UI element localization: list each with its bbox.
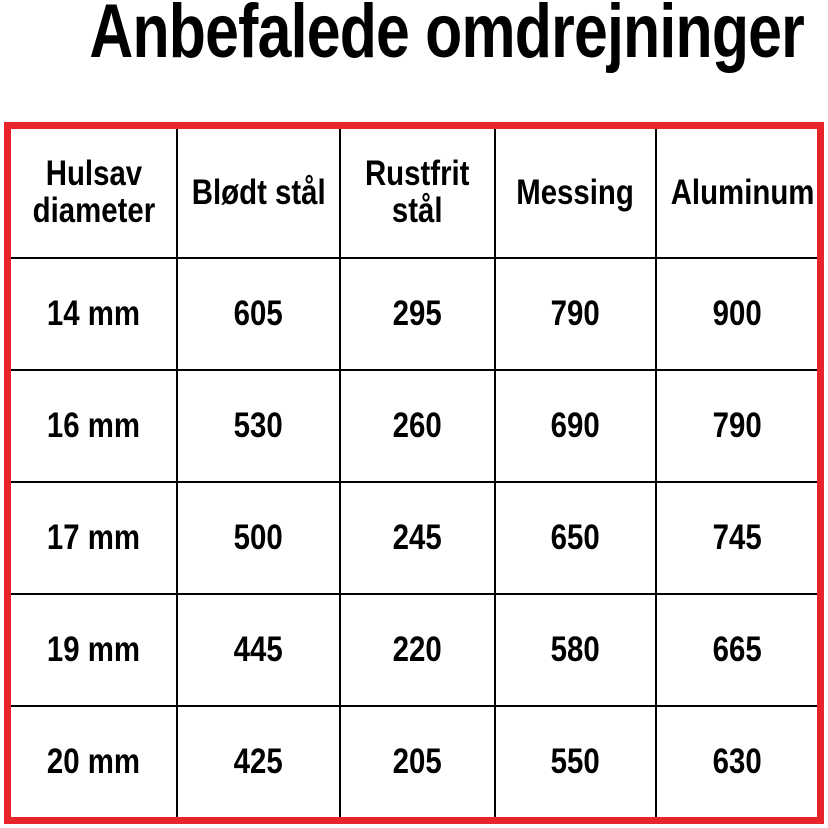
table-header-row: Hulsav diameter Blødt stål Rustfrit stål… (11, 129, 817, 259)
table-cell: 790 (654, 369, 817, 483)
cell-value: 630 (712, 742, 762, 781)
table-cell: 900 (654, 257, 817, 371)
header-cell-aluminum: Aluminum (654, 129, 817, 259)
table-cell: 790 (493, 257, 657, 371)
cell-value: 295 (392, 294, 442, 333)
table-row: 19 mm 445 220 580 665 (11, 593, 817, 707)
page-title-text: Anbefalede omdrejninger (89, 0, 805, 74)
cell-value: 19 mm (46, 630, 141, 669)
table-cell: 745 (654, 481, 817, 595)
header-label: Aluminum (670, 173, 815, 212)
row-label: 20 mm (11, 705, 179, 817)
row-label: 17 mm (11, 481, 179, 595)
table-cell: 550 (493, 705, 657, 817)
header-cell-hulsav-diameter: Hulsav diameter (11, 129, 179, 259)
page-title: Anbefalede omdrejninger (0, 0, 828, 70)
table-cell: 205 (338, 705, 496, 817)
table-cell: 260 (338, 369, 496, 483)
table-cell: 690 (493, 369, 657, 483)
row-label: 16 mm (11, 369, 179, 483)
table-cell: 650 (493, 481, 657, 595)
table-cell: 295 (338, 257, 496, 371)
table-cell: 530 (176, 369, 341, 483)
table-cell: 425 (176, 705, 341, 817)
cell-value: 14 mm (46, 294, 141, 333)
header-cell-messing: Messing (493, 129, 657, 259)
table-row: 14 mm 605 295 790 900 (11, 257, 817, 371)
rpm-table: Hulsav diameter Blødt stål Rustfrit stål… (11, 129, 817, 817)
cell-value: 245 (392, 518, 442, 557)
table-cell: 605 (176, 257, 341, 371)
row-label: 14 mm (11, 257, 179, 371)
cell-value: 790 (712, 406, 762, 445)
cell-value: 530 (233, 406, 283, 445)
cell-value: 425 (233, 742, 283, 781)
table-cell: 665 (654, 593, 817, 707)
cell-value: 550 (550, 742, 600, 781)
header-label: Hulsav diameter (32, 153, 155, 231)
table-row: 20 mm 425 205 550 630 (11, 705, 817, 817)
cell-value: 500 (233, 518, 283, 557)
cell-value: 690 (550, 406, 600, 445)
cell-value: 16 mm (46, 406, 141, 445)
header-label: Messing (516, 173, 634, 212)
header-cell-rustfrit-stal: Rustfrit stål (338, 129, 496, 259)
cell-value: 665 (712, 630, 762, 669)
cell-value: 790 (550, 294, 600, 333)
table-cell: 445 (176, 593, 341, 707)
table-cell: 580 (493, 593, 657, 707)
header-cell-blodt-stal: Blødt stål (176, 129, 341, 259)
table-row: 16 mm 530 260 690 790 (11, 369, 817, 483)
rpm-table-frame: Hulsav diameter Blødt stål Rustfrit stål… (4, 122, 824, 824)
header-label: Blødt stål (191, 173, 326, 212)
cell-value: 605 (233, 294, 283, 333)
table-cell: 220 (338, 593, 496, 707)
cell-value: 260 (392, 406, 442, 445)
table-cell: 630 (654, 705, 817, 817)
row-label: 19 mm (11, 593, 179, 707)
cell-value: 650 (550, 518, 600, 557)
cell-value: 20 mm (46, 742, 141, 781)
cell-value: 205 (392, 742, 442, 781)
cell-value: 220 (392, 630, 442, 669)
table-cell: 500 (176, 481, 341, 595)
header-label: Rustfrit stål (364, 153, 470, 231)
cell-value: 580 (550, 630, 600, 669)
cell-value: 445 (233, 630, 283, 669)
cell-value: 17 mm (46, 518, 141, 557)
table-cell: 245 (338, 481, 496, 595)
cell-value: 745 (712, 518, 762, 557)
cell-value: 900 (712, 294, 762, 333)
table-row: 17 mm 500 245 650 745 (11, 481, 817, 595)
